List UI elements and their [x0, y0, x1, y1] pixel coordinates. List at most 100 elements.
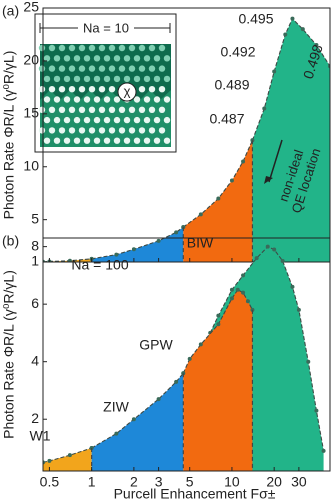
hole	[48, 86, 56, 93]
hole	[68, 44, 76, 52]
hole	[93, 116, 101, 124]
hole	[128, 65, 136, 72]
hole	[68, 127, 76, 134]
point	[229, 296, 234, 301]
hole	[98, 127, 106, 134]
hole	[143, 75, 151, 83]
hole	[148, 44, 156, 52]
hole	[43, 55, 51, 62]
area	[252, 18, 330, 262]
hole	[98, 65, 106, 72]
hole	[58, 44, 66, 52]
region-label: ZIW	[103, 399, 129, 415]
hole	[73, 116, 81, 124]
frame	[42, 7, 331, 263]
point	[229, 287, 234, 292]
point	[290, 284, 295, 289]
x-tick-label: 10	[224, 474, 240, 490]
note: Na = 100	[71, 257, 128, 273]
hole	[48, 44, 56, 52]
emitter	[117, 82, 137, 102]
hole	[98, 86, 106, 93]
hole	[68, 106, 76, 114]
hole	[148, 106, 156, 114]
hole	[78, 86, 86, 93]
hole	[108, 65, 116, 72]
hole	[158, 127, 166, 134]
hole	[38, 65, 46, 72]
hole	[73, 137, 81, 144]
inset-label: Na = 10	[83, 20, 129, 35]
point	[272, 247, 277, 252]
x-tick-label: 0.5	[40, 474, 60, 490]
hole	[103, 55, 111, 62]
hole	[133, 96, 141, 103]
point	[174, 230, 179, 235]
y-tick-label: 15	[23, 105, 39, 121]
line	[43, 447, 92, 463]
hole	[103, 75, 111, 83]
hole	[78, 44, 86, 52]
hole	[138, 106, 146, 114]
point	[229, 178, 234, 183]
hole	[88, 86, 96, 93]
hole	[143, 55, 151, 62]
point	[235, 287, 240, 292]
point	[156, 238, 161, 243]
point	[216, 313, 221, 318]
point	[67, 453, 72, 458]
point	[198, 212, 203, 217]
hole	[53, 137, 61, 144]
hole	[108, 44, 116, 52]
hole	[113, 116, 121, 124]
hole	[73, 96, 81, 103]
point	[187, 356, 192, 361]
hole	[138, 86, 146, 93]
y-tick-label: 1	[31, 253, 39, 269]
y-tick-label: 20	[23, 52, 39, 68]
line	[182, 289, 253, 374]
hole	[43, 96, 51, 103]
hole	[73, 75, 81, 83]
hole	[143, 137, 151, 144]
point	[241, 159, 246, 164]
contour-label: 0.495	[238, 11, 273, 27]
point	[131, 247, 136, 252]
hole	[108, 106, 116, 114]
hole	[63, 137, 71, 144]
hole	[48, 65, 56, 72]
hole	[143, 96, 151, 103]
hole	[153, 137, 161, 144]
hole	[93, 75, 101, 83]
region-label: W1	[30, 428, 51, 444]
hole	[153, 75, 161, 83]
hole	[118, 106, 126, 114]
hole	[163, 55, 171, 62]
hole	[128, 44, 136, 52]
arrow-head	[264, 176, 273, 184]
hole	[58, 65, 66, 72]
hole	[83, 137, 91, 144]
point	[262, 106, 267, 111]
x-tick-label: 30	[291, 474, 307, 490]
panel-label: (b)	[2, 233, 19, 249]
hole	[123, 137, 131, 144]
hole	[53, 116, 61, 124]
area	[183, 140, 253, 262]
hole	[83, 116, 91, 124]
hole	[138, 65, 146, 72]
hole	[103, 96, 111, 103]
hole	[163, 116, 171, 124]
hole	[128, 106, 136, 114]
hole	[93, 137, 101, 144]
y-tick-label: 5	[31, 210, 39, 226]
point	[216, 196, 221, 201]
point	[314, 408, 319, 413]
point	[156, 397, 161, 402]
hole	[68, 86, 76, 93]
point	[280, 259, 285, 264]
hole	[53, 75, 61, 83]
hole	[93, 55, 101, 62]
line	[182, 140, 253, 228]
frame	[42, 237, 331, 472]
